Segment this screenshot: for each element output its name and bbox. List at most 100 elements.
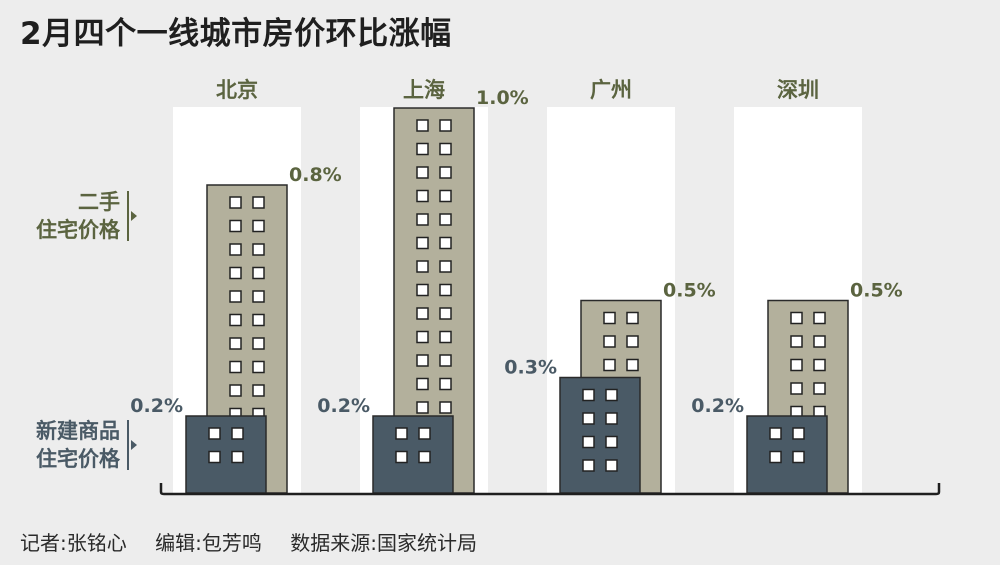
new-home-bar-2-window-1-1 (605, 412, 618, 425)
new-home-bar-1-window-0-1 (418, 427, 431, 440)
second-hand-bar-0-window-4-0 (229, 290, 242, 303)
second-hand-bar-1-window-0-1 (439, 119, 452, 132)
second-hand-bar-1-window-5-1 (439, 236, 452, 250)
second-hand-bar-1-window-2-1 (439, 166, 452, 179)
new-home-bar-3 (746, 415, 828, 494)
new-home-bar-0-window-0-1 (231, 427, 244, 440)
second-hand-bar-1-window-4-0 (416, 213, 429, 226)
new-home-bar-2-window-1-0 (582, 412, 595, 425)
new-home-bar-1-window-1-0 (395, 450, 408, 464)
second-hand-bar-2-window-1-1 (626, 335, 639, 348)
second-hand-bar-3-window-3-1 (813, 382, 826, 395)
second-hand-bar-1-window-1-0 (416, 142, 429, 156)
second-hand-bar-1-window-9-1 (439, 330, 452, 344)
new-home-label-1: 0.2% (317, 395, 370, 417)
second-hand-bar-1-window-5-0 (416, 236, 429, 250)
new-home-bar-2 (559, 376, 641, 494)
second-hand-bar-3-window-0-1 (813, 311, 826, 325)
second-hand-bar-3-window-0-0 (790, 311, 803, 325)
category-label-2: 广州 (590, 78, 632, 102)
second-hand-bar-0-window-2-1 (252, 243, 265, 256)
second-hand-bar-1-window-10-1 (439, 354, 452, 367)
second-hand-bar-1-window-2-0 (416, 166, 429, 179)
new-home-bar-3-window-1-1 (792, 450, 805, 464)
second-hand-bar-1-window-1-1 (439, 142, 452, 156)
second-hand-label-0: 0.8% (289, 164, 342, 186)
legend-new-home-line-1: 住宅价格 (36, 447, 121, 471)
second-hand-bar-0-window-0-0 (229, 196, 242, 209)
second-hand-bar-3-window-3-0 (790, 382, 803, 395)
second-hand-bar-1-window-3-1 (439, 189, 452, 203)
second-hand-bar-2-window-1-0 (603, 335, 616, 348)
second-hand-bar-1-window-6-0 (416, 260, 429, 273)
chart-title: 2月四个一线城市房价环比涨幅 (20, 16, 452, 52)
category-label-3: 深圳 (777, 78, 819, 102)
second-hand-bar-3-window-1-1 (813, 335, 826, 348)
legend-second-hand-line-0: 二手 (78, 190, 120, 214)
second-hand-bar-0-window-7-1 (252, 360, 265, 374)
new-home-bar-1-window-0-0 (395, 427, 408, 440)
new-home-bar-2-window-0-1 (605, 388, 618, 402)
second-hand-bar-0-window-2-0 (229, 243, 242, 256)
category-label-0: 北京 (216, 78, 258, 102)
second-hand-bar-1-window-12-0 (416, 401, 429, 414)
new-home-bar-2-window-2-1 (605, 435, 618, 449)
credit-reporter: 记者:张铭心 (20, 531, 127, 555)
baseline (159, 483, 941, 496)
second-hand-bar-2-window-0-0 (603, 311, 616, 325)
new-home-bar-2-window-3-0 (582, 459, 595, 472)
legend-second-hand-arrow (131, 211, 137, 221)
second-hand-bar-2-window-2-0 (603, 358, 616, 372)
second-hand-bar-0-window-0-1 (252, 196, 265, 209)
legend-new-home-line-0: 新建商品 (36, 419, 120, 443)
credit-source: 数据来源:国家统计局 (290, 531, 477, 555)
new-home-bar-0 (185, 415, 267, 494)
second-hand-bar-3-window-2-0 (790, 358, 803, 372)
second-hand-bar-0-window-1-1 (252, 219, 265, 233)
second-hand-bar-1-window-11-1 (439, 377, 452, 391)
new-home-bar-3-window-0-0 (769, 427, 782, 440)
second-hand-bar-3-window-2-1 (813, 358, 826, 372)
new-home-bar-2-window-0-0 (582, 388, 595, 402)
second-hand-bar-1-window-7-0 (416, 283, 429, 297)
second-hand-bar-1-window-11-0 (416, 377, 429, 391)
second-hand-bar-0-window-4-1 (252, 290, 265, 303)
second-hand-bar-0-window-8-0 (229, 384, 242, 397)
new-home-label-3: 0.2% (691, 395, 744, 417)
legend-new-home-arrow (131, 440, 137, 450)
second-hand-bar-1-window-6-1 (439, 260, 452, 273)
second-hand-bar-2-window-0-1 (626, 311, 639, 325)
second-hand-label-2: 0.5% (663, 280, 716, 302)
second-hand-label-1: 1.0% (476, 87, 529, 109)
credits: 记者:张铭心 编辑:包芳鸣 数据来源:国家统计局 (20, 527, 499, 556)
second-hand-bar-1-window-9-0 (416, 330, 429, 344)
second-hand-bar-1-window-10-0 (416, 354, 429, 367)
second-hand-bar-1-window-4-1 (439, 213, 452, 226)
new-home-bar-3-window-0-1 (792, 427, 805, 440)
second-hand-bar-3-window-1-0 (790, 335, 803, 348)
category-label-1: 上海 (403, 78, 445, 102)
new-home-label-0: 0.2% (130, 395, 183, 417)
second-hand-bar-0-window-8-1 (252, 384, 265, 397)
second-hand-bar-1-window-0-0 (416, 119, 429, 132)
second-hand-bar-0-window-6-0 (229, 337, 242, 350)
new-home-bar-0-window-1-0 (208, 450, 221, 464)
second-hand-bar-0-window-5-1 (252, 313, 265, 327)
new-home-bar-2-window-3-1 (605, 459, 618, 472)
second-hand-bar-1-window-8-1 (439, 307, 452, 320)
second-hand-bar-0-window-3-1 (252, 266, 265, 280)
credit-editor: 编辑:包芳鸣 (155, 531, 262, 555)
new-home-bar-0-window-1-1 (231, 450, 244, 464)
second-hand-bar-0-window-7-0 (229, 360, 242, 374)
second-hand-bar-0-window-5-0 (229, 313, 242, 327)
second-hand-bar-0-window-6-1 (252, 337, 265, 350)
new-home-label-2: 0.3% (504, 357, 557, 379)
new-home-bar-1 (372, 415, 454, 494)
second-hand-bar-1-window-8-0 (416, 307, 429, 320)
second-hand-bar-1-window-12-1 (439, 401, 452, 414)
second-hand-bar-2-window-2-1 (626, 358, 639, 372)
new-home-bar-0-window-0-0 (208, 427, 221, 440)
new-home-bar-2-window-2-0 (582, 435, 595, 449)
